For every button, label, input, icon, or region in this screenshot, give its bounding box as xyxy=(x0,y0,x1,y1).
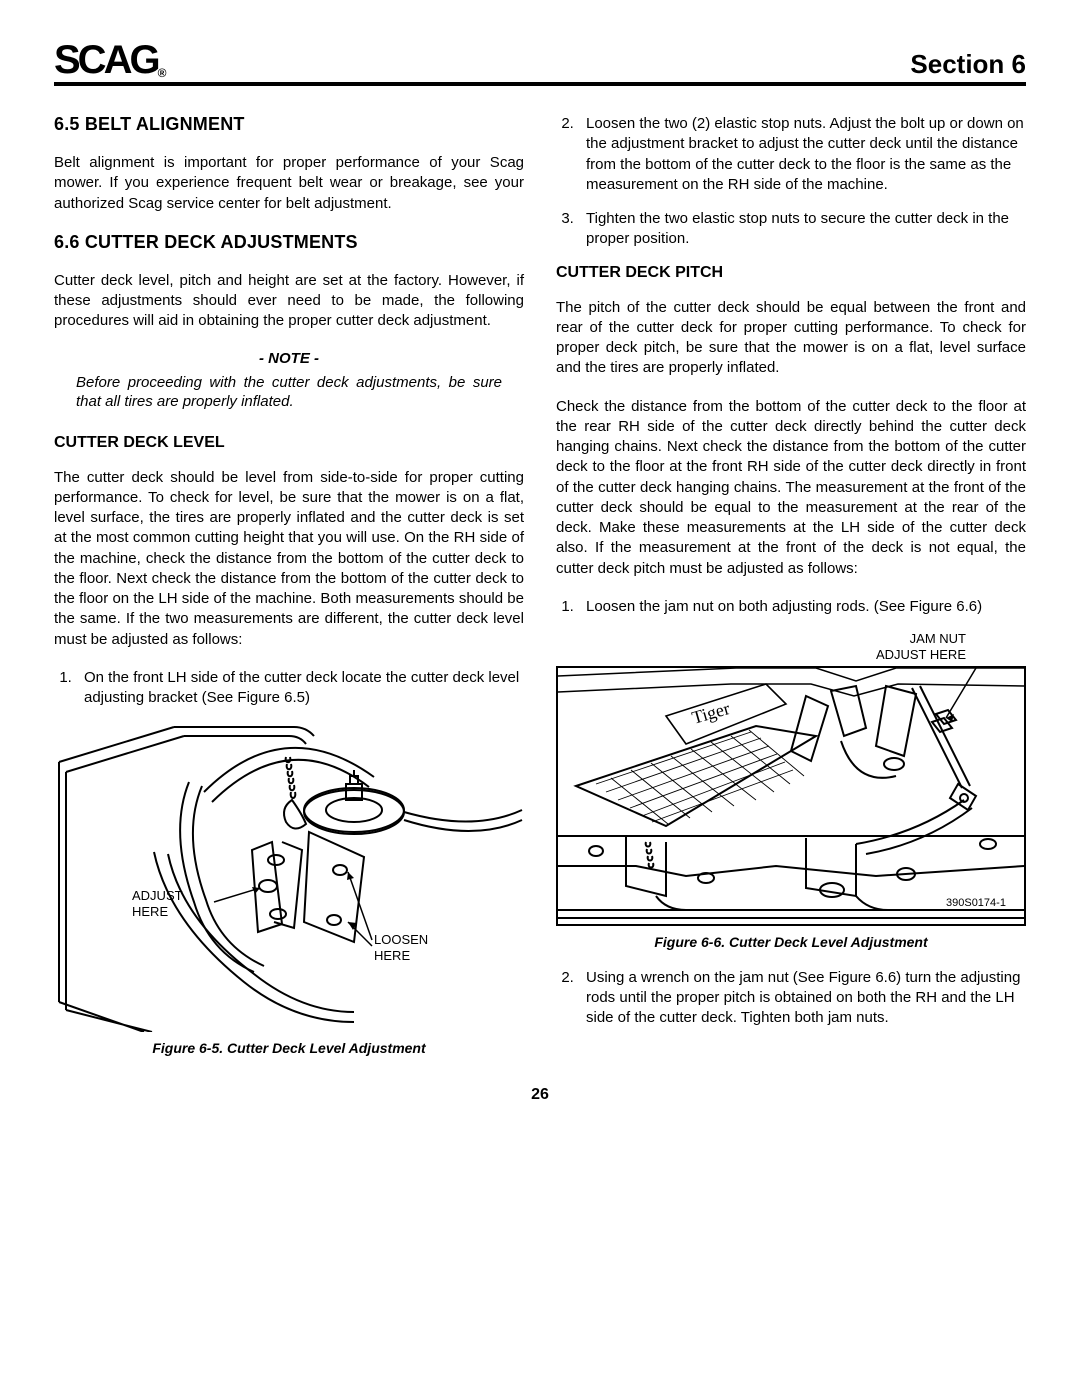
body-pitch-2: Check the distance from the bottom of th… xyxy=(556,397,1026,579)
svg-text:Tiger: Tiger xyxy=(690,698,732,728)
steps-deck-level: On the front LH side of the cutter deck … xyxy=(54,668,524,709)
subheading-deck-level: CUTTER DECK LEVEL xyxy=(54,434,524,452)
logo-registered: ® xyxy=(158,66,167,80)
page-header: SCAG® Section 6 xyxy=(54,40,1026,86)
steps-cont: Loosen the two (2) elastic stop nuts. Ad… xyxy=(556,114,1026,250)
step-1: On the front LH side of the cutter deck … xyxy=(76,668,524,709)
heading-6-6: 6.6 CUTTER DECK ADJUSTMENTS xyxy=(54,232,524,253)
brand-logo: SCAG® xyxy=(54,40,166,80)
step-2: Loosen the two (2) elastic stop nuts. Ad… xyxy=(578,114,1026,195)
fig65-callout-loosen-l1: LOOSEN xyxy=(374,932,428,947)
step-3: Tighten the two elastic stop nuts to sec… xyxy=(578,209,1026,250)
section-label: Section 6 xyxy=(910,49,1026,80)
pitch-step-1: Loosen the jam nut on both adjusting rod… xyxy=(578,597,1026,617)
figure-6-6: Tiger xyxy=(556,666,1026,926)
body-deck-level: The cutter deck should be level from sid… xyxy=(54,468,524,650)
subheading-deck-pitch: CUTTER DECK PITCH xyxy=(556,264,1026,282)
fig65-callout-loosen-l2: HERE xyxy=(374,948,410,963)
heading-6-5: 6.5 BELT ALIGNMENT xyxy=(54,114,524,135)
figure-6-6-svg: Tiger xyxy=(556,666,1026,926)
fig66-callout-l1: JAM NUT xyxy=(910,631,966,646)
logo-text: SCAG xyxy=(54,38,158,82)
figure-6-5: ADJUST HERE LOOSEN HERE xyxy=(54,722,524,1032)
figure-6-5-caption: Figure 6-5. Cutter Deck Level Adjustment xyxy=(54,1040,524,1056)
note-body: Before proceeding with the cutter deck a… xyxy=(54,373,524,412)
body-6-5: Belt alignment is important for proper p… xyxy=(54,153,524,214)
pitch-step-2: Using a wrench on the jam nut (See Figur… xyxy=(578,968,1026,1029)
steps-pitch: Loosen the jam nut on both adjusting rod… xyxy=(556,597,1026,617)
fig66-callout-l2: ADJUST HERE xyxy=(876,647,966,662)
note-title: - NOTE - xyxy=(54,350,524,367)
body-6-6: Cutter deck level, pitch and height are … xyxy=(54,271,524,332)
page-number: 26 xyxy=(54,1086,1026,1104)
fig65-callout-adjust-l2: HERE xyxy=(132,904,168,919)
figure-6-5-svg: ADJUST HERE LOOSEN HERE xyxy=(54,722,524,1032)
body-pitch-1: The pitch of the cutter deck should be e… xyxy=(556,298,1026,379)
fig65-callout-adjust-l1: ADJUST xyxy=(132,888,183,903)
figure-6-6-caption: Figure 6-6. Cutter Deck Level Adjustment xyxy=(556,934,1026,950)
fig66-partnum: 390S0174-1 xyxy=(946,897,1006,909)
steps-pitch-2: Using a wrench on the jam nut (See Figur… xyxy=(556,968,1026,1029)
